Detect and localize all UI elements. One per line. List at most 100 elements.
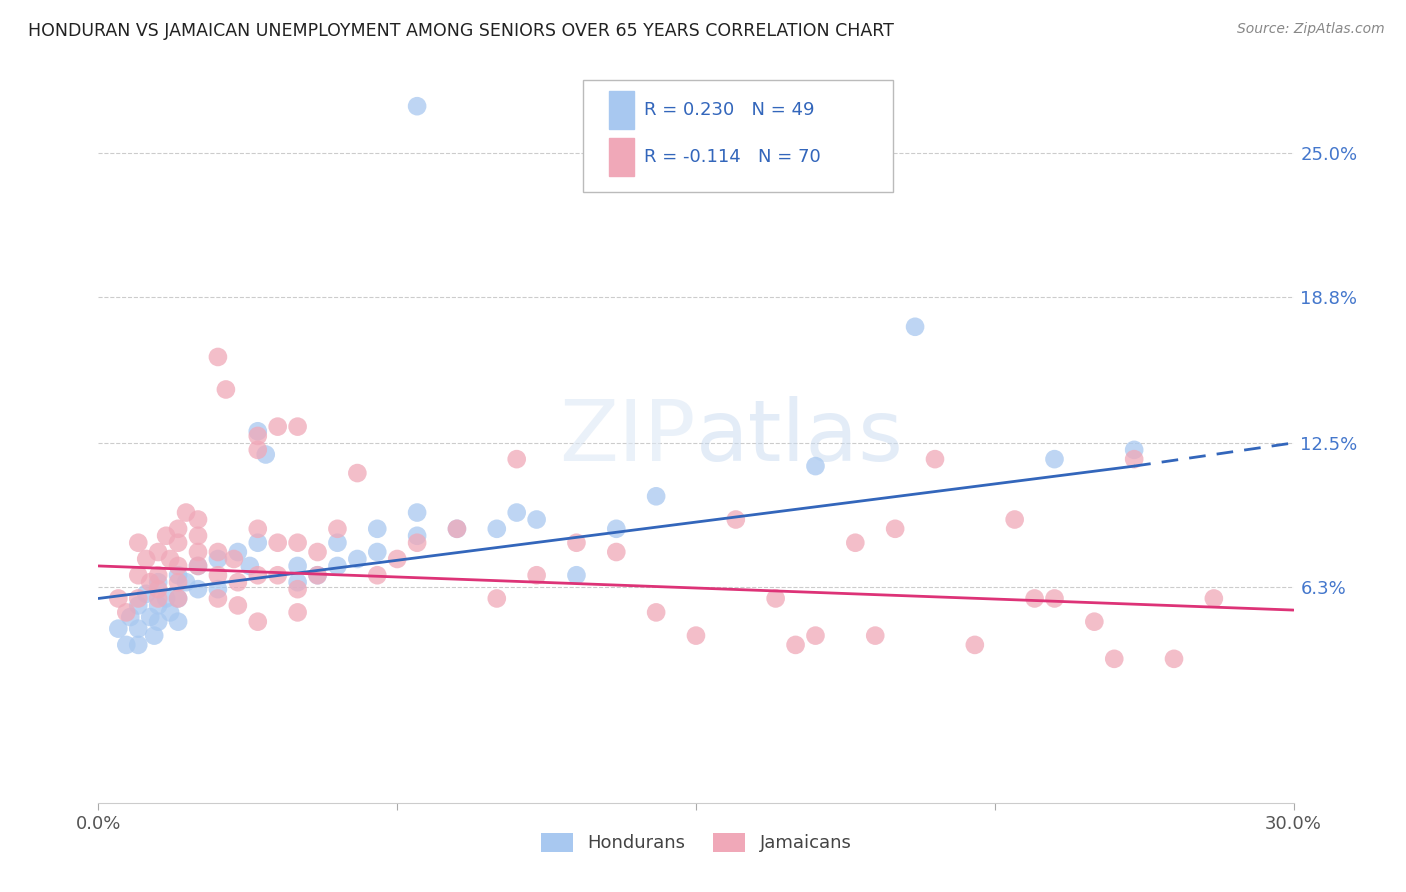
Point: [565, 535, 588, 549]
Point: [187, 582, 209, 597]
Text: HONDURAN VS JAMAICAN UNEMPLOYMENT AMONG SENIORS OVER 65 YEARS CORRELATION CHART: HONDURAN VS JAMAICAN UNEMPLOYMENT AMONG …: [28, 22, 894, 40]
Point: [446, 522, 468, 536]
Point: [287, 535, 309, 549]
Point: [326, 522, 349, 536]
Point: [366, 568, 388, 582]
Point: [143, 629, 166, 643]
Point: [406, 535, 429, 549]
Point: [174, 506, 197, 520]
Point: [139, 575, 162, 590]
Point: [148, 615, 170, 629]
Point: [406, 529, 429, 543]
Point: [148, 582, 170, 597]
Point: [1202, 591, 1225, 606]
Point: [127, 599, 149, 613]
Point: [159, 606, 181, 620]
Point: [1024, 591, 1046, 606]
Point: [844, 535, 866, 549]
Point: [506, 452, 529, 467]
Point: [307, 568, 329, 582]
Point: [267, 568, 290, 582]
Point: [446, 522, 468, 536]
Point: [239, 558, 262, 573]
Point: [485, 522, 508, 536]
Point: [346, 466, 368, 480]
Point: [115, 606, 138, 620]
Point: [174, 575, 197, 590]
Point: [406, 506, 429, 520]
Text: ZIP: ZIP: [560, 395, 696, 479]
Point: [167, 568, 190, 582]
Point: [226, 575, 249, 590]
Text: Source: ZipAtlas.com: Source: ZipAtlas.com: [1237, 22, 1385, 37]
Point: [267, 419, 290, 434]
Point: [155, 529, 177, 543]
Point: [139, 610, 162, 624]
Point: [148, 591, 170, 606]
Point: [107, 591, 129, 606]
Text: atlas: atlas: [696, 395, 904, 479]
Point: [207, 582, 229, 597]
Point: [1123, 442, 1146, 457]
Point: [148, 568, 170, 582]
Point: [115, 638, 138, 652]
Point: [207, 552, 229, 566]
Point: [865, 629, 887, 643]
Point: [1083, 615, 1105, 629]
Point: [485, 591, 508, 606]
Point: [326, 558, 349, 573]
Point: [804, 629, 827, 643]
Point: [346, 552, 368, 566]
Point: [254, 448, 277, 462]
Point: [565, 568, 588, 582]
Point: [246, 568, 269, 582]
Point: [187, 529, 209, 543]
Point: [167, 615, 190, 629]
Point: [187, 558, 209, 573]
Point: [167, 591, 190, 606]
Point: [366, 545, 388, 559]
Point: [267, 535, 290, 549]
Point: [159, 552, 181, 566]
Point: [167, 522, 190, 536]
Point: [287, 419, 309, 434]
Point: [155, 591, 177, 606]
Point: [207, 545, 229, 559]
Point: [127, 622, 149, 636]
Point: [246, 522, 269, 536]
Point: [107, 622, 129, 636]
Point: [187, 545, 209, 559]
Point: [685, 629, 707, 643]
Point: [167, 575, 190, 590]
Point: [207, 568, 229, 582]
Point: [1043, 591, 1066, 606]
Point: [127, 535, 149, 549]
Point: [120, 610, 142, 624]
Point: [1004, 512, 1026, 526]
Point: [246, 535, 269, 549]
Point: [287, 582, 309, 597]
Point: [135, 587, 157, 601]
Point: [526, 512, 548, 526]
Point: [226, 545, 249, 559]
Point: [1123, 452, 1146, 467]
Point: [246, 424, 269, 438]
Point: [924, 452, 946, 467]
Point: [406, 99, 429, 113]
Point: [187, 558, 209, 573]
Point: [207, 591, 229, 606]
Point: [326, 535, 349, 549]
Point: [904, 319, 927, 334]
Point: [148, 599, 170, 613]
Point: [605, 522, 627, 536]
Point: [645, 606, 668, 620]
Point: [287, 575, 309, 590]
Point: [135, 552, 157, 566]
Point: [226, 599, 249, 613]
Point: [127, 568, 149, 582]
Point: [127, 638, 149, 652]
Point: [307, 545, 329, 559]
Point: [246, 615, 269, 629]
Point: [526, 568, 548, 582]
Point: [246, 429, 269, 443]
